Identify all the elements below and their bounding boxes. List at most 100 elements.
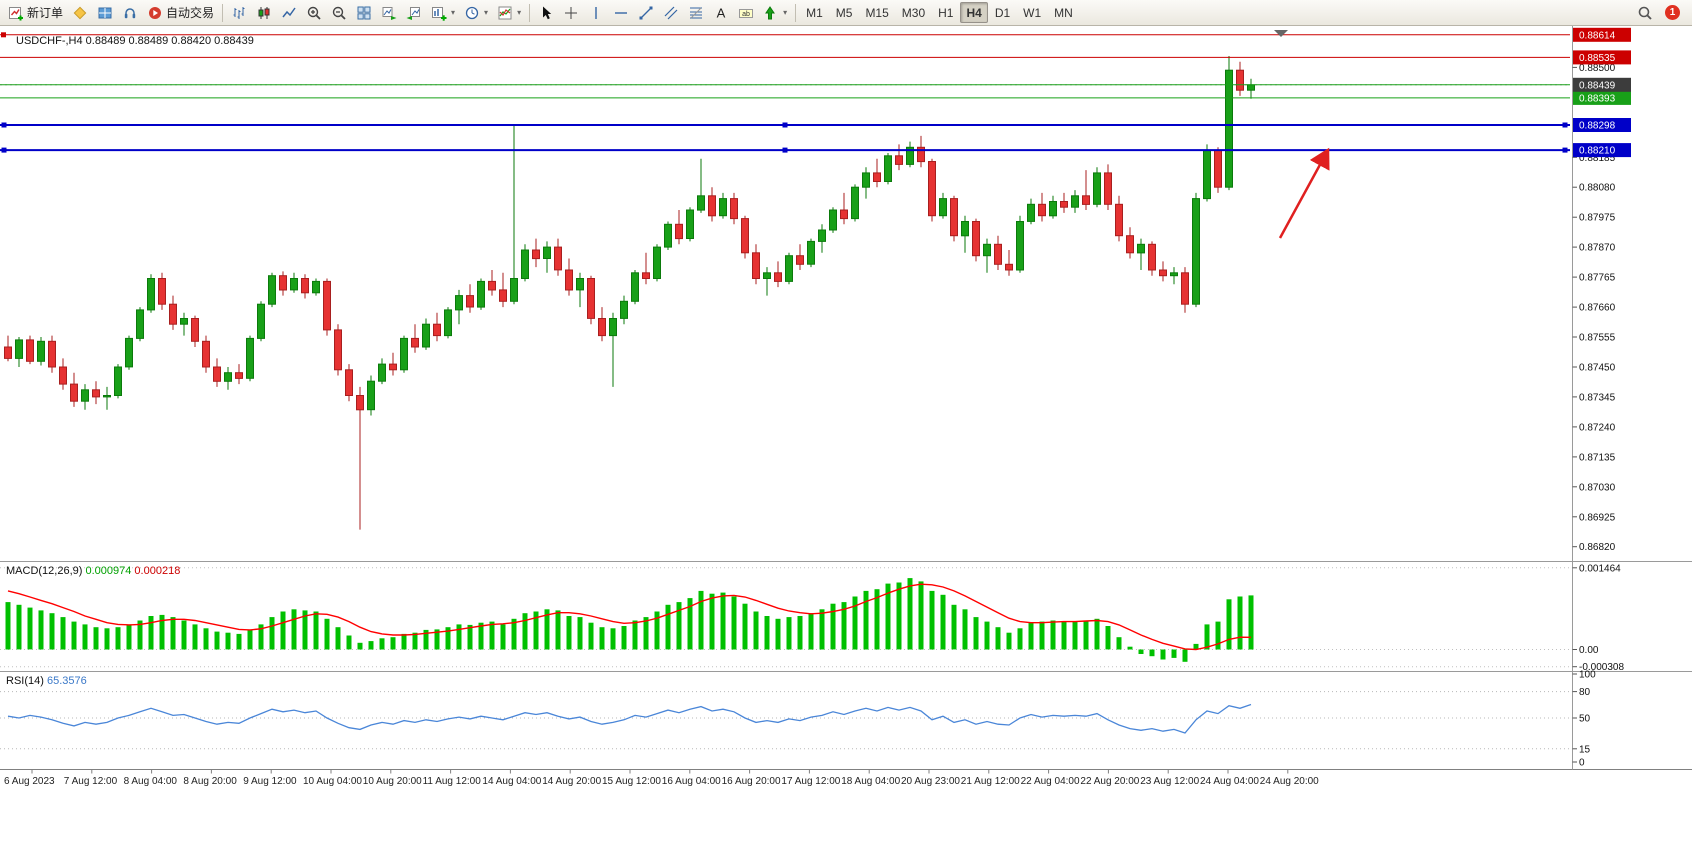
indicators-button[interactable]: ▾ xyxy=(493,2,525,23)
bar-chart-button[interactable] xyxy=(227,2,251,23)
macd-bar xyxy=(555,610,561,650)
chart-shift-marker[interactable] xyxy=(1274,30,1288,37)
macd-bar xyxy=(60,617,66,650)
macd-signal-line xyxy=(7,583,1252,651)
candle xyxy=(609,312,617,387)
text-label-button[interactable]: ab xyxy=(734,2,758,23)
hline-handle[interactable] xyxy=(1562,122,1568,128)
new-chart-icon xyxy=(432,6,447,21)
timeframe-h4[interactable]: H4 xyxy=(960,2,988,23)
macd-bar xyxy=(291,609,297,650)
notification-badge[interactable]: 1 xyxy=(1665,5,1680,20)
text-button[interactable]: A xyxy=(709,2,733,23)
candle xyxy=(818,224,826,253)
price-axis-label: 0.88080 xyxy=(1579,183,1616,194)
candle xyxy=(323,278,331,336)
cursor-button[interactable] xyxy=(534,2,558,23)
timeframe-m30[interactable]: M30 xyxy=(896,2,931,23)
market-button[interactable] xyxy=(93,2,117,23)
candle xyxy=(686,207,694,242)
profiles-button[interactable]: ▾ xyxy=(460,2,492,23)
tile-windows-button[interactable] xyxy=(352,2,376,23)
price-line-label-text: 0.88535 xyxy=(1579,53,1616,64)
new-chart-button[interactable]: ▾ xyxy=(427,2,459,23)
zoom-in-button[interactable] xyxy=(302,2,326,23)
candlestick-chart-button[interactable] xyxy=(252,2,276,23)
timeframe-m5[interactable]: M5 xyxy=(830,2,859,23)
candle xyxy=(532,238,540,268)
macd-bar xyxy=(71,621,77,650)
fibonacci-button[interactable] xyxy=(684,2,708,23)
arrows-button[interactable]: ▾ xyxy=(759,2,791,23)
macd-bar xyxy=(918,581,924,650)
macd-bar xyxy=(1237,596,1243,650)
chart-background[interactable] xyxy=(0,26,1692,791)
macd-bar xyxy=(269,617,275,650)
timeframe-d1[interactable]: D1 xyxy=(989,2,1016,23)
macd-bar xyxy=(302,610,308,650)
time-axis-label: 6 Aug 2023 xyxy=(4,776,55,787)
macd-bar xyxy=(1028,622,1034,650)
rsi-label: RSI(14) 65.3576 xyxy=(6,675,87,687)
price-line-label xyxy=(1573,50,1631,65)
timeframe-w1[interactable]: W1 xyxy=(1017,2,1047,23)
macd-bar xyxy=(764,616,770,650)
macd-bar xyxy=(170,617,176,650)
macd-bar xyxy=(973,617,979,650)
macd-bar xyxy=(654,611,660,650)
hline-handle[interactable] xyxy=(782,147,788,153)
macd-bar xyxy=(258,624,264,650)
macd-bar xyxy=(577,617,583,650)
app-button[interactable] xyxy=(118,2,142,23)
new-order-button[interactable]: 新订单 xyxy=(4,2,67,23)
dropdown-arrow-icon: ▾ xyxy=(517,8,522,17)
search-button[interactable] xyxy=(1633,2,1657,23)
trendline-button[interactable] xyxy=(634,2,658,23)
bid-price-label-text: 0.88439 xyxy=(1579,80,1616,91)
macd-bar xyxy=(434,629,440,650)
crosshair-button[interactable] xyxy=(559,2,583,23)
timeframe-mn[interactable]: MN xyxy=(1048,2,1079,23)
hline-handle[interactable] xyxy=(1,147,7,153)
candle xyxy=(114,364,122,399)
timeframe-m1[interactable]: M1 xyxy=(800,2,829,23)
timeframe-w1-label: W1 xyxy=(1023,5,1042,20)
timeframe-h1[interactable]: H1 xyxy=(932,2,959,23)
autotrading-button[interactable]: 自动交易 xyxy=(143,2,218,23)
macd-bar xyxy=(874,589,880,650)
toolbar-right-group: 1 xyxy=(1633,2,1688,23)
candle xyxy=(1071,190,1079,213)
chart-shift-button[interactable] xyxy=(402,2,426,23)
candle xyxy=(70,372,78,407)
hline-handle[interactable] xyxy=(782,122,788,128)
arrow-annotation[interactable] xyxy=(1278,147,1330,239)
usdchf-h4-chart[interactable]: USDCHF-,H4 0.88489 0.88489 0.88420 0.884… xyxy=(0,26,1692,791)
horizontal-line-button[interactable] xyxy=(609,2,633,23)
candle xyxy=(807,238,815,268)
metaeditor-button[interactable] xyxy=(68,2,92,23)
line-chart-button[interactable] xyxy=(277,2,301,23)
macd-bar xyxy=(93,627,99,650)
auto-scroll-button[interactable] xyxy=(377,2,401,23)
candle xyxy=(1236,61,1244,96)
hline-handle[interactable] xyxy=(1,122,7,128)
macd-bar xyxy=(775,618,781,650)
chart-shift-icon xyxy=(406,6,421,20)
macd-bar xyxy=(533,611,539,650)
toolbar-separator xyxy=(529,3,531,22)
macd-bar xyxy=(1061,621,1067,650)
time-axis[interactable] xyxy=(0,770,1570,791)
rsi-axis-label: 80 xyxy=(1579,687,1591,698)
zoom-out-button[interactable] xyxy=(327,2,351,23)
channel-button[interactable] xyxy=(659,2,683,23)
hline-handle[interactable] xyxy=(1562,147,1568,153)
timeframe-m15[interactable]: M15 xyxy=(859,2,894,23)
price-axis[interactable] xyxy=(1571,26,1692,769)
macd-axis-label: 0.00 xyxy=(1579,645,1599,656)
chart-window[interactable]: USDCHF-,H4 0.88489 0.88489 0.88420 0.884… xyxy=(0,26,1692,855)
hline-handle[interactable] xyxy=(1,32,6,38)
candle xyxy=(15,337,23,367)
vertical-line-button[interactable] xyxy=(584,2,608,23)
candle xyxy=(1170,267,1178,285)
candle xyxy=(576,272,584,308)
